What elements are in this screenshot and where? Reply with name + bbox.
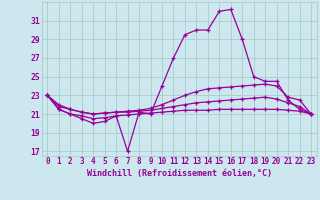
X-axis label: Windchill (Refroidissement éolien,°C): Windchill (Refroidissement éolien,°C) (87, 169, 272, 178)
